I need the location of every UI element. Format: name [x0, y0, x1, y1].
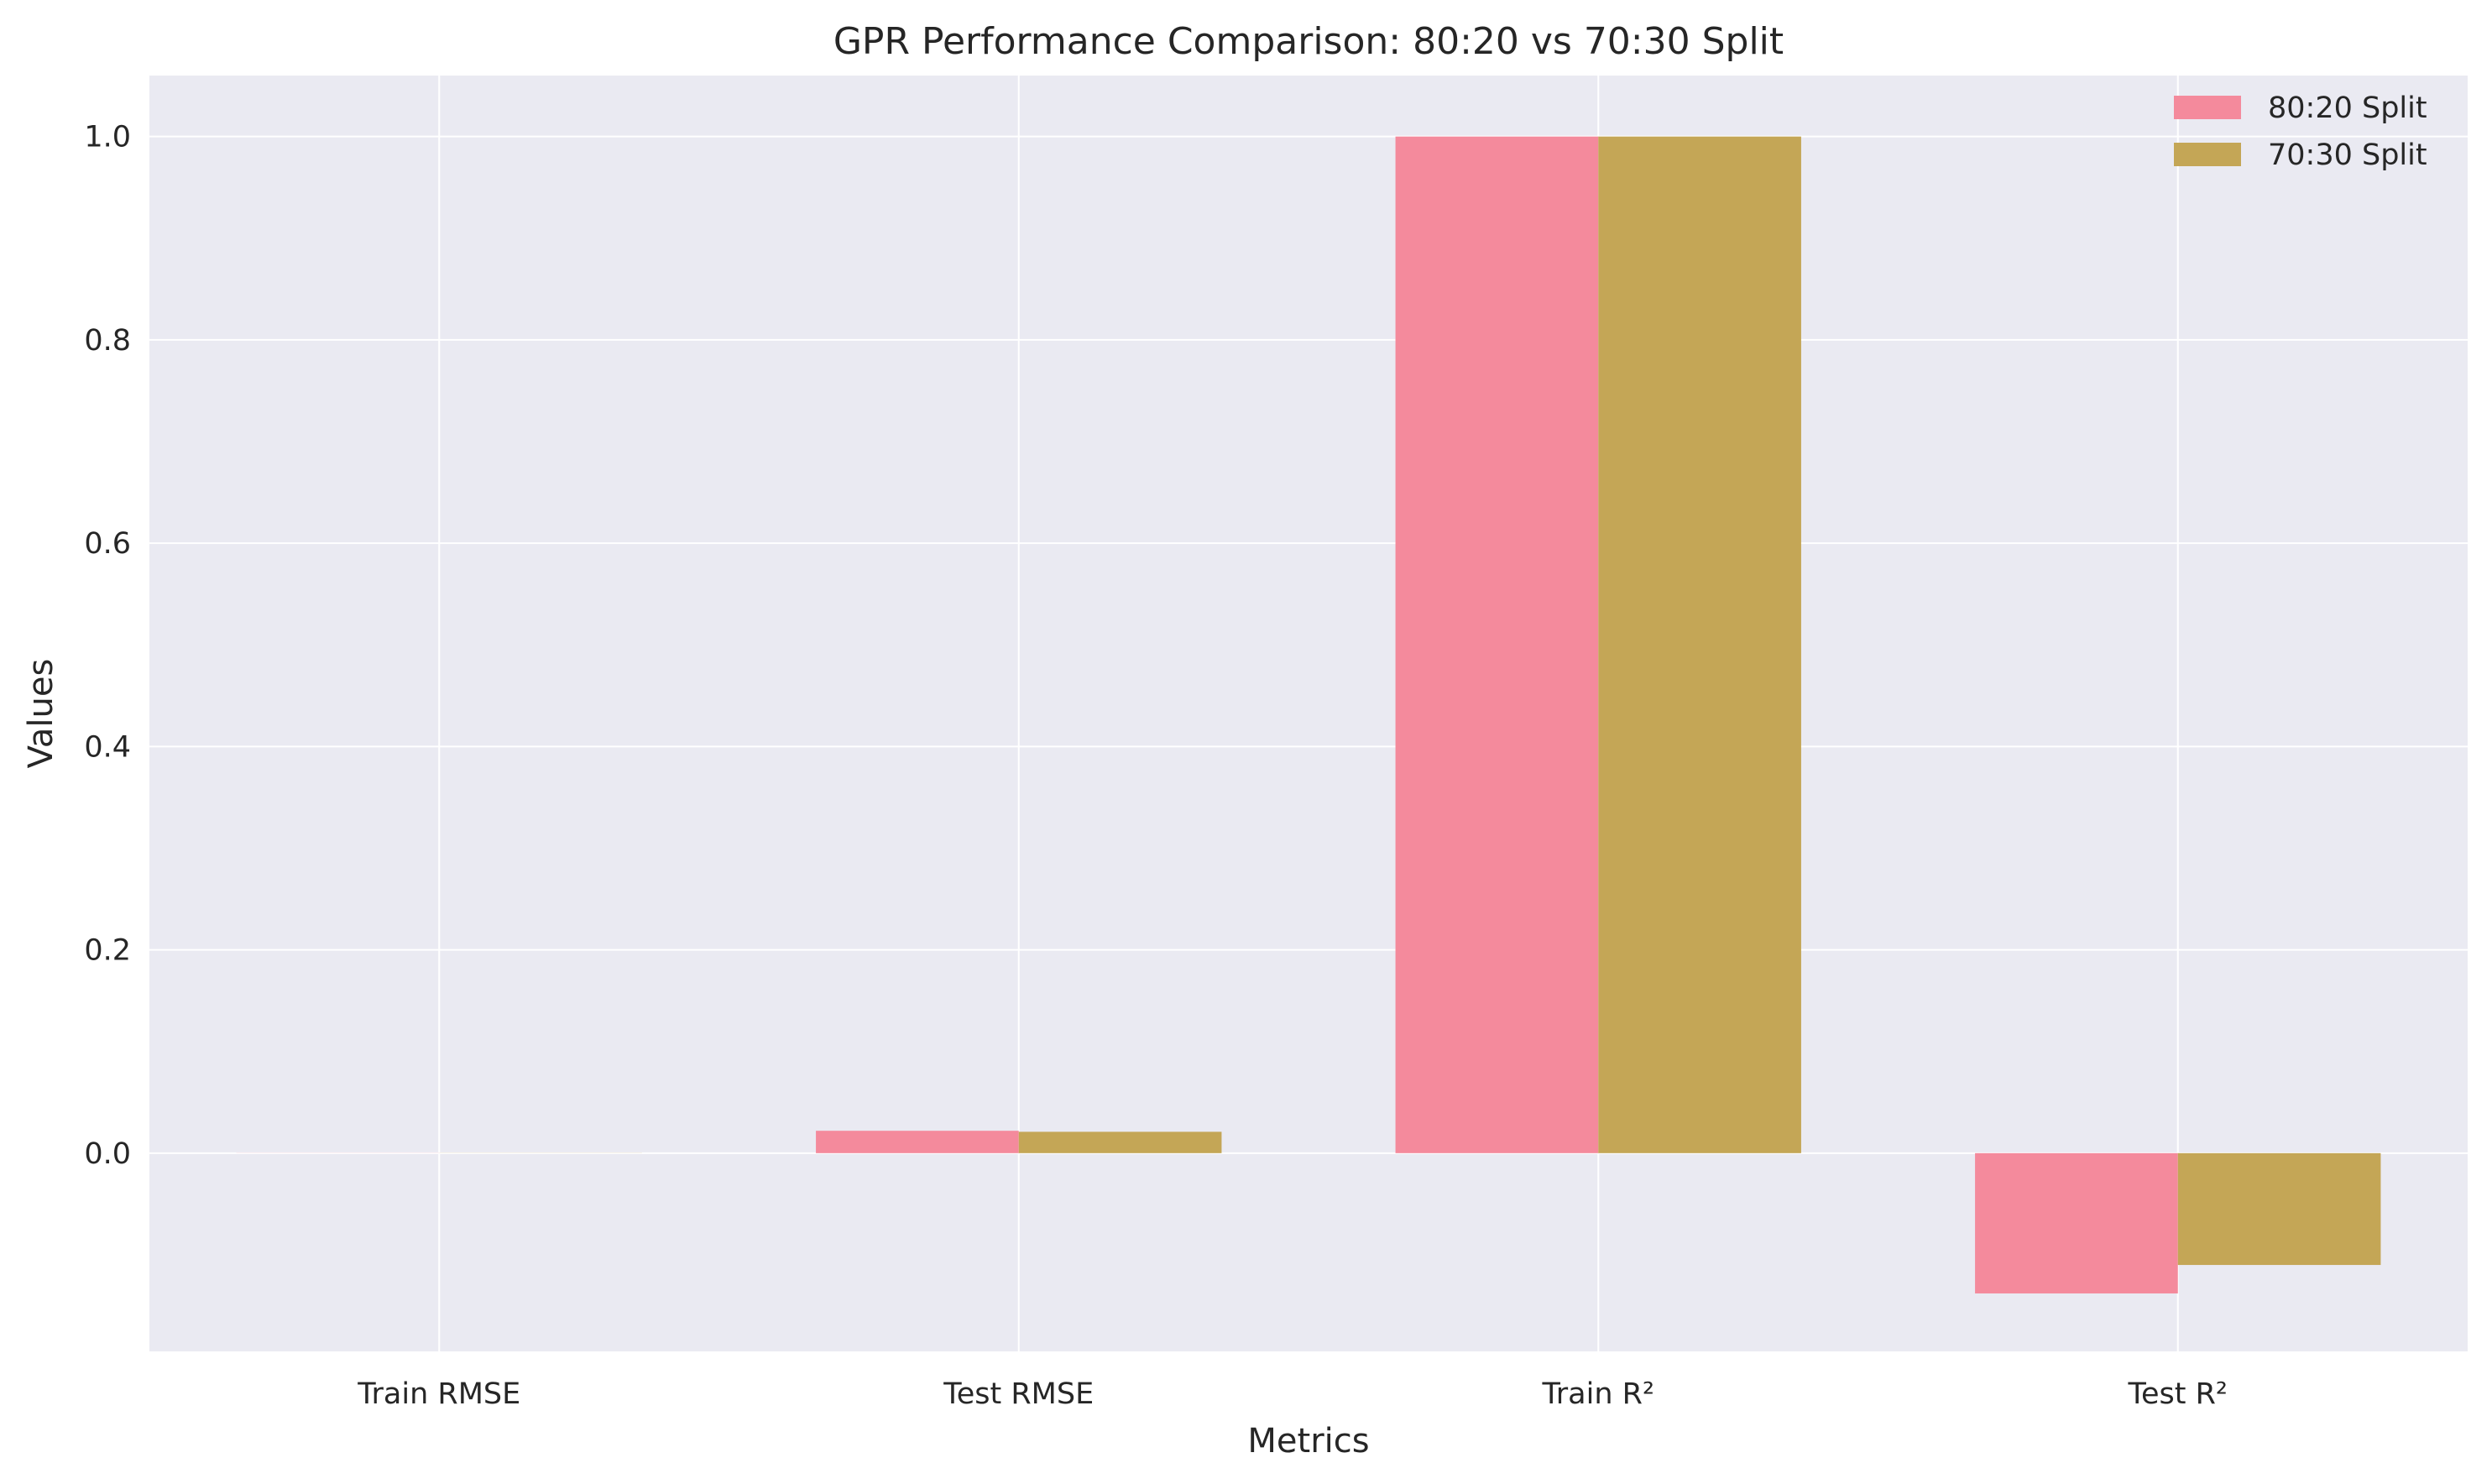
y-axis-ticks: 0.0 0.2 0.4 0.6 0.8 1.0 [84, 121, 131, 1171]
y-tick-label: 0.8 [84, 324, 131, 358]
bar-70-30-split-test-r- [2177, 1152, 2381, 1266]
x-tick-label: Train R² [1542, 1377, 1654, 1411]
bar-80-20-split-train-r- [1395, 136, 1599, 1153]
bar-70-30-split-train-r- [1598, 136, 1801, 1153]
legend: 80:20 Split 70:30 Split [2174, 91, 2427, 172]
legend-swatch [2174, 96, 2241, 119]
x-axis-label: Metrics [1247, 1422, 1369, 1460]
x-axis-ticks: Train RMSE Test RMSE Train R² Test R² [357, 1377, 2228, 1411]
x-tick-label: Test RMSE [943, 1377, 1094, 1411]
bar-70-30-split-test-rmse [1018, 1131, 1222, 1153]
x-tick-label: Test R² [2128, 1377, 2228, 1411]
bar-80-20-split-test-r- [1975, 1152, 2178, 1293]
legend-label: 80:20 Split [2268, 91, 2427, 125]
y-tick-label: 0.2 [84, 934, 131, 968]
legend-swatch [2174, 143, 2241, 166]
x-tick-label: Train RMSE [357, 1377, 520, 1411]
y-tick-label: 0.4 [84, 730, 131, 764]
chart-title: GPR Performance Comparison: 80:20 vs 70:… [833, 20, 1784, 63]
bars [236, 136, 2381, 1293]
y-tick-label: 1.0 [84, 121, 131, 154]
y-tick-label: 0.6 [84, 527, 131, 561]
y-tick-label: 0.0 [84, 1137, 131, 1171]
bar-80-20-split-test-rmse [816, 1131, 1019, 1153]
y-axis-label: Values [22, 659, 60, 769]
plot-area [149, 76, 2468, 1351]
legend-label: 70:30 Split [2268, 138, 2427, 172]
